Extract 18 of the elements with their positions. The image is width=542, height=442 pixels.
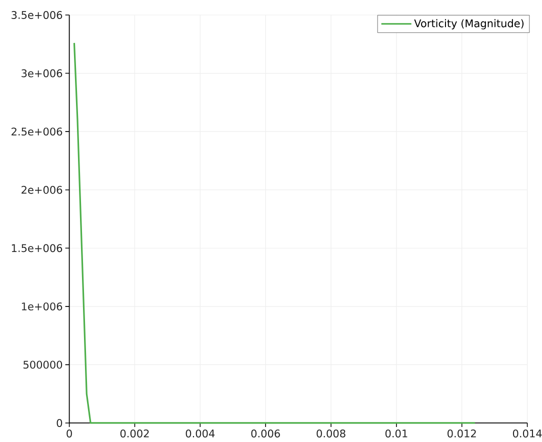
y-tick-label: 3.5e+006 — [12, 11, 62, 19]
y-tick-label: 1.5e+006 — [12, 244, 62, 252]
y-tick-label: 1e+006 — [22, 302, 62, 310]
y-tick-label: 2e+006 — [22, 186, 62, 194]
y-tick-label: 2.5e+006 — [12, 128, 62, 136]
x-tick-label: 0 — [66, 430, 72, 438]
x-tick-label: 0.008 — [316, 430, 346, 438]
legend-label: Vorticity (Magnitude) — [414, 19, 524, 30]
x-tick-label: 0.01 — [385, 430, 408, 438]
x-tick-label: 0.002 — [120, 430, 149, 438]
line-series — [73, 42, 476, 424]
x-tick-label: 0.004 — [186, 430, 215, 438]
y-tick-label: 0 — [56, 419, 62, 427]
y-tick-label: 500000 — [24, 360, 62, 369]
x-tick-label: 0.006 — [251, 430, 280, 438]
x-tick-label: 0.014 — [512, 430, 542, 438]
y-tick-label: 3e+006 — [22, 69, 62, 78]
x-tick-label: 0.012 — [448, 430, 476, 438]
